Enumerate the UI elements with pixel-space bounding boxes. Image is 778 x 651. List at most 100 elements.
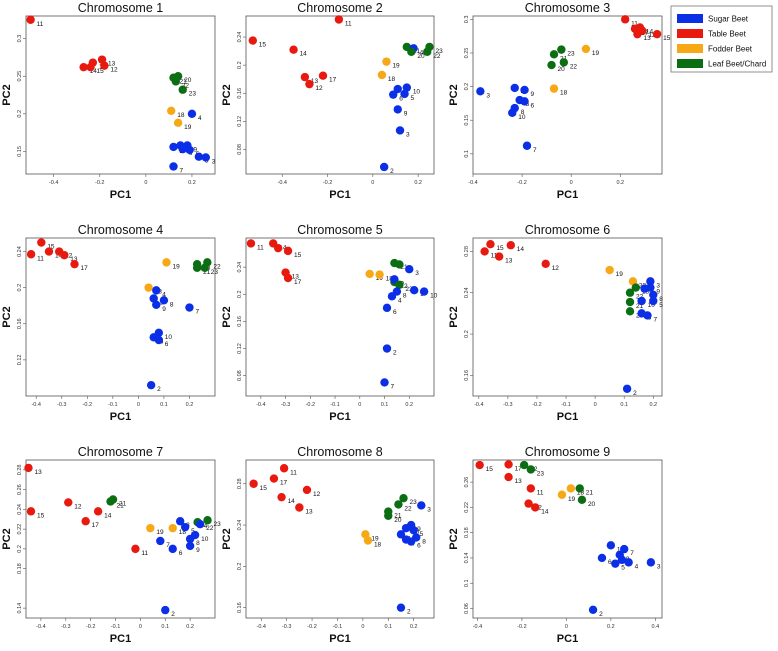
x-tick-label: -0.2 bbox=[95, 180, 104, 186]
point-label: 15 bbox=[47, 244, 55, 251]
point-label: 13 bbox=[311, 78, 319, 85]
data-point-leaf bbox=[423, 47, 432, 57]
point-label: 11 bbox=[631, 20, 638, 27]
y-tick-label: 0.25 bbox=[17, 71, 23, 82]
data-point-table bbox=[26, 15, 35, 24]
data-point-leaf bbox=[577, 495, 587, 505]
data-point-sugar bbox=[185, 145, 194, 155]
data-point-sugar bbox=[178, 144, 187, 154]
y-tick-label: 0.18 bbox=[17, 563, 23, 574]
x-tick-label: -0.4 bbox=[468, 180, 477, 186]
x-tick-label: 0.2 bbox=[405, 402, 413, 408]
x-tick-label: 0.1 bbox=[620, 402, 628, 408]
data-point-table bbox=[504, 472, 513, 482]
data-point-leaf bbox=[625, 288, 635, 297]
point-label: 19 bbox=[371, 535, 379, 542]
data-point-sugar bbox=[400, 89, 409, 99]
point-label: 3 bbox=[406, 131, 410, 138]
chart-title: Chromosome 7 bbox=[78, 445, 163, 459]
point-label: 4 bbox=[204, 523, 208, 530]
x-axis-label: PC1 bbox=[110, 411, 131, 423]
data-point-sugar bbox=[161, 605, 170, 615]
data-point-table bbox=[93, 507, 103, 516]
point-label: 22 bbox=[182, 82, 190, 89]
data-point-table bbox=[279, 464, 289, 473]
chart-panel-6: Chromosome 6 PC1 PC2 -0.4 -0.3 -0.2 -0.1 0 0.1 0.… bbox=[448, 223, 663, 423]
point-label: 22 bbox=[206, 525, 214, 532]
data-point-sugar bbox=[508, 108, 517, 118]
data-point-sugar bbox=[588, 605, 598, 614]
y-tick-label: 0.12 bbox=[237, 343, 243, 354]
plot-frame bbox=[245, 237, 435, 397]
data-point-leaf bbox=[384, 511, 393, 520]
x-axis-label: PC1 bbox=[110, 189, 131, 201]
y-tick-label: 0.15 bbox=[17, 146, 23, 157]
point-label: 4 bbox=[635, 563, 639, 570]
point-label: 15 bbox=[663, 35, 671, 42]
data-point-sugar bbox=[154, 335, 164, 345]
x-axis-label: PC1 bbox=[329, 189, 350, 201]
data-point-sugar bbox=[409, 526, 418, 535]
point-label: 2 bbox=[407, 609, 411, 616]
x-tick-label: 0.1 bbox=[384, 624, 392, 630]
point-label: 5 bbox=[659, 302, 663, 309]
data-point-sugar bbox=[382, 344, 392, 353]
point-label: 5 bbox=[621, 565, 625, 572]
point-label: 20 bbox=[558, 66, 566, 73]
y-axis-label: PC2 bbox=[448, 528, 460, 549]
point-label: 15 bbox=[294, 252, 302, 259]
plot-frame bbox=[25, 15, 216, 175]
data-point-sugar bbox=[175, 517, 185, 526]
y-tick-label: 0.22 bbox=[17, 524, 23, 535]
point-label: 8 bbox=[659, 296, 663, 303]
chart-title: Chromosome 1 bbox=[78, 1, 163, 15]
point-label: 21 bbox=[394, 513, 402, 520]
data-point-table bbox=[541, 259, 550, 269]
data-point-sugar bbox=[412, 533, 421, 542]
point-label: 6 bbox=[608, 559, 612, 566]
data-point-fodder bbox=[168, 523, 177, 533]
x-tick-label: -0.3 bbox=[57, 402, 66, 408]
y-axis-label: PC2 bbox=[448, 84, 460, 105]
data-point-sugar bbox=[389, 90, 398, 99]
y-tick-label: 0.16 bbox=[237, 602, 243, 613]
x-tick-label: 0 bbox=[358, 402, 361, 408]
y-tick-label: 0.2 bbox=[237, 290, 243, 298]
plot-frame bbox=[25, 459, 216, 619]
x-axis-label: PC1 bbox=[110, 633, 131, 645]
x-tick-label: 0.2 bbox=[616, 180, 624, 186]
point-label: 8 bbox=[170, 301, 174, 308]
legend-swatch-table bbox=[677, 29, 703, 38]
data-point-table bbox=[100, 61, 109, 70]
y-tick-label: 0.2 bbox=[17, 284, 23, 292]
chart-title: Chromosome 2 bbox=[297, 1, 382, 15]
y-tick-label: 0.2 bbox=[17, 110, 23, 118]
point-label: 4 bbox=[198, 115, 202, 122]
point-label: 4 bbox=[162, 291, 166, 298]
point-label: 18 bbox=[374, 542, 382, 549]
y-tick-label: 0.16 bbox=[464, 370, 470, 381]
point-label: 11 bbox=[141, 550, 148, 557]
point-label: 5 bbox=[411, 95, 415, 102]
point-label: 13 bbox=[515, 478, 523, 485]
data-point-sugar bbox=[611, 559, 620, 568]
data-point-leaf bbox=[625, 307, 635, 316]
x-tick-label: 0.2 bbox=[188, 180, 196, 186]
data-point-table bbox=[475, 460, 484, 470]
data-point-leaf bbox=[549, 50, 559, 59]
x-tick-label: -0.3 bbox=[503, 402, 512, 408]
point-label: 18 bbox=[560, 90, 568, 97]
point-label: 9 bbox=[656, 289, 660, 296]
x-axis-label: PC1 bbox=[557, 411, 578, 423]
point-label: 23 bbox=[410, 499, 418, 506]
x-tick-label: -0.1 bbox=[330, 402, 339, 408]
point-label: 7 bbox=[166, 542, 170, 549]
point-label: 4 bbox=[420, 49, 424, 56]
point-label: 10 bbox=[518, 114, 526, 121]
point-label: 21 bbox=[636, 303, 644, 310]
y-tick-label: 0.1 bbox=[464, 579, 470, 587]
y-tick-label: 0.06 bbox=[464, 603, 470, 614]
data-point-table bbox=[131, 544, 140, 554]
